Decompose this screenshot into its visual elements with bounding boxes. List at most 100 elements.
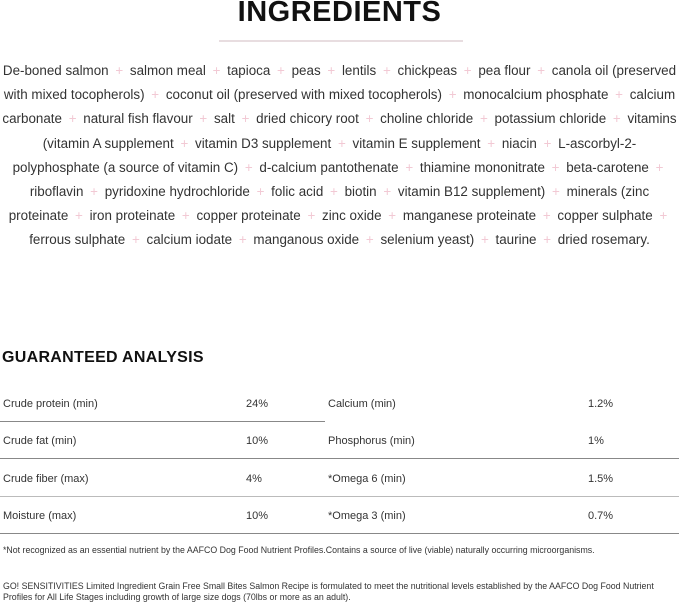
plus-separator: + (327, 63, 336, 78)
plus-separator: + (75, 208, 83, 224)
ingredients-title: INGREDIENTS (237, 0, 442, 28)
ingredient-item: chickpeas (397, 63, 458, 78)
ingredient-item: taurine (495, 232, 537, 248)
ingredient-item: ferrous sulphate (29, 232, 126, 248)
plus-separator: + (238, 232, 247, 248)
plus-separator: + (181, 208, 190, 224)
analysis-row: Crude fiber (max) 4% *Omega 6 (min) 1.5% (0, 470, 679, 507)
nutrient-value: 1.2% (588, 398, 614, 410)
ingredient-item: choline chloride (380, 111, 474, 127)
ingredient-item: canola oil (preserved with mixed tocophe… (3, 63, 677, 103)
plus-separator: + (131, 232, 140, 248)
ingredient-item: L-ascorbyl-2-polyphosphate (a source of … (12, 135, 637, 175)
ingredient-item: vitamin B12 supplement) (397, 184, 546, 200)
ingredient-item: pyridoxine hydrochloride (104, 184, 250, 200)
ingredient-item: zinc oxide (322, 208, 382, 224)
plus-separator: + (307, 208, 316, 224)
ingredient-item: manganous oxide (253, 232, 360, 248)
nutrient-value: 1.5% (588, 473, 614, 485)
ingredient-item: De-boned salmon (2, 63, 109, 78)
ingredient-item: minerals (zinc proteinate (8, 184, 650, 224)
analysis-row: Moisture (max) 10% *Omega 3 (min) 0.7% (0, 507, 679, 544)
ingredient-item: iron proteinate (89, 208, 176, 224)
plus-separator: + (382, 63, 391, 78)
nutrient-label: Phosphorus (min) (328, 435, 415, 447)
plus-separator: + (543, 232, 552, 248)
ingredient-item: vitamin E supplement (352, 135, 481, 151)
ingredient-item: natural fish flavour (83, 111, 193, 127)
plus-separator: + (241, 111, 250, 127)
ingredient-item: calcium iodate (146, 232, 233, 248)
plus-separator: + (448, 87, 457, 103)
nutrient-value: 24% (246, 398, 269, 410)
plus-separator: + (180, 135, 189, 151)
ingredient-item: d-calcium pantothenate (259, 159, 399, 175)
plus-separator: + (615, 87, 623, 103)
row-divider (0, 496, 679, 497)
analysis-row: Crude fat (min) 10% Phosphorus (min) 1% (0, 432, 679, 469)
nutrient-value: 1% (588, 435, 604, 447)
ingredient-item: copper proteinate (196, 208, 301, 224)
ingredient-item: vitamin D3 supplement (195, 135, 332, 151)
plus-separator: + (659, 208, 668, 224)
plus-separator: + (487, 135, 496, 151)
plus-separator: + (552, 184, 560, 200)
plus-separator: + (537, 63, 546, 78)
ingredient-item: monocalcium phosphate (463, 87, 609, 103)
analysis-title: GUARANTEED ANALYSIS (2, 349, 204, 366)
ingredient-item: calcium carbonate (2, 87, 676, 127)
plus-separator: + (256, 184, 265, 200)
nutrient-value: 4% (246, 473, 262, 485)
plus-separator: + (330, 184, 338, 200)
plus-separator: + (655, 159, 664, 175)
plus-separator: + (365, 232, 374, 248)
ingredient-item: dried chicory root (256, 111, 359, 127)
ingredient-item: beta-carotene (566, 159, 649, 175)
plus-separator: + (612, 111, 621, 127)
ingredient-item: tapioca (227, 63, 271, 78)
plus-separator: + (151, 87, 160, 103)
analysis-row: Crude protein (min) 24% Calcium (min) 1.2% (0, 395, 679, 432)
plus-separator: + (542, 208, 551, 224)
ingredients-list: De-boned salmon + salmon meal + tapioca … (0, 59, 679, 253)
nutrient-value: 0.7% (588, 510, 614, 522)
ingredient-item: peas (291, 63, 321, 78)
row-divider (0, 458, 679, 459)
plus-separator: + (388, 208, 397, 224)
ingredient-item: salt (213, 111, 235, 127)
row-divider (0, 421, 325, 422)
plus-separator: + (551, 159, 560, 175)
plus-separator: + (463, 63, 472, 78)
plus-separator: + (199, 111, 208, 127)
ingredient-item: folic acid (271, 184, 324, 200)
plus-separator: + (543, 135, 552, 151)
ingredient-item: lentils (341, 63, 377, 78)
ingredient-item: niacin (501, 135, 537, 151)
plus-separator: + (115, 63, 124, 78)
nutrient-label: *Omega 3 (min) (328, 510, 406, 522)
nutrient-label: Crude protein (min) (3, 398, 98, 410)
ingredient-item: coconut oil (preserved with mixed tocoph… (165, 87, 442, 103)
ingredient-item: manganese proteinate (402, 208, 537, 224)
plus-separator: + (383, 184, 392, 200)
nutrient-label: Crude fat (min) (3, 435, 77, 447)
footnote: *Not recognized as an essential nutrient… (3, 545, 595, 555)
title-divider (219, 40, 463, 42)
ingredient-item: pea flour (478, 63, 531, 78)
plus-separator: + (337, 135, 346, 151)
plus-separator: + (68, 111, 77, 127)
plus-separator: + (480, 232, 489, 248)
ingredient-item: biotin (344, 184, 377, 200)
plus-separator: + (479, 111, 488, 127)
nutrient-label: *Omega 6 (min) (328, 473, 406, 485)
ingredient-item: thiamine mononitrate (419, 159, 545, 175)
ingredient-item: copper sulphate (557, 208, 653, 224)
ingredient-item: selenium yeast) (380, 232, 475, 248)
plus-separator: + (244, 159, 253, 175)
ingredient-item: potassium chloride (494, 111, 607, 127)
plus-separator: + (90, 184, 98, 200)
nutrient-value: 10% (246, 510, 269, 522)
plus-separator: + (405, 159, 414, 175)
ingredient-item: riboflavin (29, 184, 84, 200)
nutrient-label: Calcium (min) (328, 398, 396, 410)
